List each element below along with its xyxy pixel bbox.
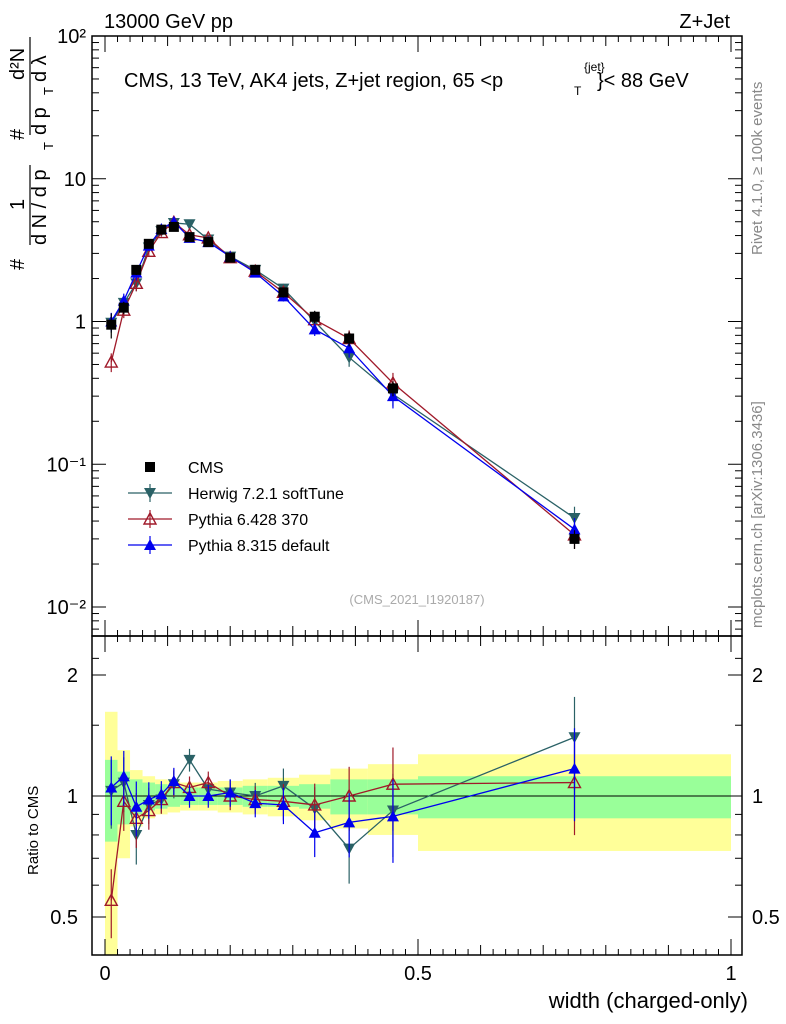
rivet-version-label: Rivet 4.1.0, ≥ 100k events	[749, 82, 766, 255]
mcplots-label: mcplots.cern.ch [arXiv:1306.3436]	[749, 401, 766, 628]
title-end: }< 88 GeV	[597, 70, 689, 92]
ratio-tick-label: 0.5	[50, 907, 78, 929]
legend-label: Herwig 7.2.1 softTune	[188, 486, 344, 503]
data-point	[250, 264, 261, 275]
ratio-point	[343, 816, 356, 828]
data-point	[183, 219, 196, 231]
ylabel-dn-sub: T	[41, 142, 56, 150]
ratio-point	[116, 793, 131, 808]
analysis-tag: (CMS_2021_I1920187)	[349, 592, 484, 607]
series-line	[110, 222, 575, 519]
ratio-point	[386, 810, 399, 822]
ylabel-dlam: d λ	[29, 55, 51, 82]
x-axis-label: width (charged-only)	[548, 988, 748, 1013]
data-point	[278, 287, 289, 298]
legend-entry: Herwig 7.2.1 softTune	[128, 484, 344, 503]
data-point	[143, 238, 154, 249]
x-tick-label: 0.5	[404, 963, 432, 985]
series-herwig-7-2-1-softtune	[105, 217, 581, 532]
data-point	[309, 311, 320, 322]
ratio-point	[104, 892, 119, 907]
data-point	[569, 533, 580, 544]
legend-marker	[144, 539, 156, 550]
plot-title: CMS, 13 TeV, AK4 jets, Z+jet region, 65 …	[124, 60, 689, 98]
legend-label: Pythia 8.315 default	[188, 538, 330, 555]
header-right: Z+Jet	[679, 11, 730, 33]
data-point	[106, 319, 117, 330]
y-tick-label: 10²	[57, 26, 86, 48]
ratio-point	[130, 800, 143, 812]
ylabel-dpt: d p	[29, 107, 51, 135]
series-cms	[106, 221, 580, 549]
data-point	[104, 354, 119, 368]
header-left: 13000 GeV pp	[104, 11, 233, 33]
ylabel-dn: d N / d p	[29, 169, 51, 245]
ylabel-hash: #	[7, 258, 29, 270]
ratio-point	[307, 797, 322, 811]
ylabel-dpt-sub: T	[41, 87, 56, 95]
legend-marker	[142, 511, 158, 525]
title-main: CMS, 13 TeV, AK4 jets, Z+jet region, 65 …	[124, 70, 503, 92]
legend: CMS Herwig 7.2.1 softTune Pythia 6.428 370…	[128, 460, 344, 555]
ratio-point	[155, 788, 168, 800]
ratio-point	[568, 762, 581, 774]
ratio-tick-label: 2	[752, 665, 763, 687]
ratio-point	[277, 798, 290, 810]
data-point	[156, 224, 167, 235]
data-point	[131, 264, 142, 275]
legend-label: Pythia 6.428 370	[188, 512, 308, 529]
ylabel-hash2: #	[7, 128, 29, 140]
y-tick-label: 10	[64, 169, 86, 191]
x-tick-label: 1	[725, 963, 736, 985]
legend-label: CMS	[188, 460, 224, 477]
title-sup: {jet}	[584, 60, 605, 74]
ratio-tick-label: 1	[752, 786, 763, 808]
legend-entry: CMS	[145, 460, 224, 477]
ratio-tick-label: 1	[67, 786, 78, 808]
data-point	[168, 221, 179, 232]
ratio-point	[167, 774, 180, 786]
ratio-point	[105, 781, 118, 793]
ratio-pythia-8-315-default	[105, 728, 581, 863]
data-point	[203, 237, 214, 248]
ylabel-one: 1	[7, 199, 29, 210]
ratio-point	[117, 770, 130, 782]
data-point	[308, 323, 321, 335]
ratio-point	[142, 793, 155, 805]
legend-entry: Pythia 6.428 370	[128, 510, 308, 529]
data-point	[344, 333, 355, 344]
data-point	[129, 275, 144, 290]
ratio-point	[183, 754, 196, 766]
ratio-tick-label: 0.5	[752, 907, 780, 929]
series-line	[110, 220, 575, 530]
data-point	[387, 383, 398, 394]
legend-entry: Pythia 8.315 default	[128, 536, 330, 555]
ratio-point	[202, 790, 215, 801]
y-tick-label: 10⁻¹	[47, 454, 87, 476]
ratio-point	[308, 826, 321, 838]
legend-marker	[145, 462, 155, 472]
data-point	[225, 252, 236, 263]
ratio-point	[224, 786, 237, 798]
data-point	[343, 352, 356, 364]
y-tick-label: 10⁻²	[47, 597, 87, 619]
title-sub: T	[574, 84, 582, 98]
ratio-y-axis-label: Ratio to CMS	[25, 786, 42, 875]
data-point	[343, 342, 356, 354]
ylabel-d2n: d²N	[7, 48, 29, 80]
ratio-point	[249, 797, 262, 809]
ratio-tick-label: 2	[67, 665, 78, 687]
legend-marker	[144, 488, 156, 499]
y-tick-label: 1	[75, 312, 86, 334]
x-tick-label: 0	[99, 963, 110, 985]
data-point	[184, 232, 195, 243]
data-point	[118, 302, 129, 313]
ratio-point	[183, 790, 196, 801]
data-point	[568, 523, 581, 535]
y-axis-label: # 1 d N / d p T # d²N d p T d λ	[7, 37, 56, 270]
